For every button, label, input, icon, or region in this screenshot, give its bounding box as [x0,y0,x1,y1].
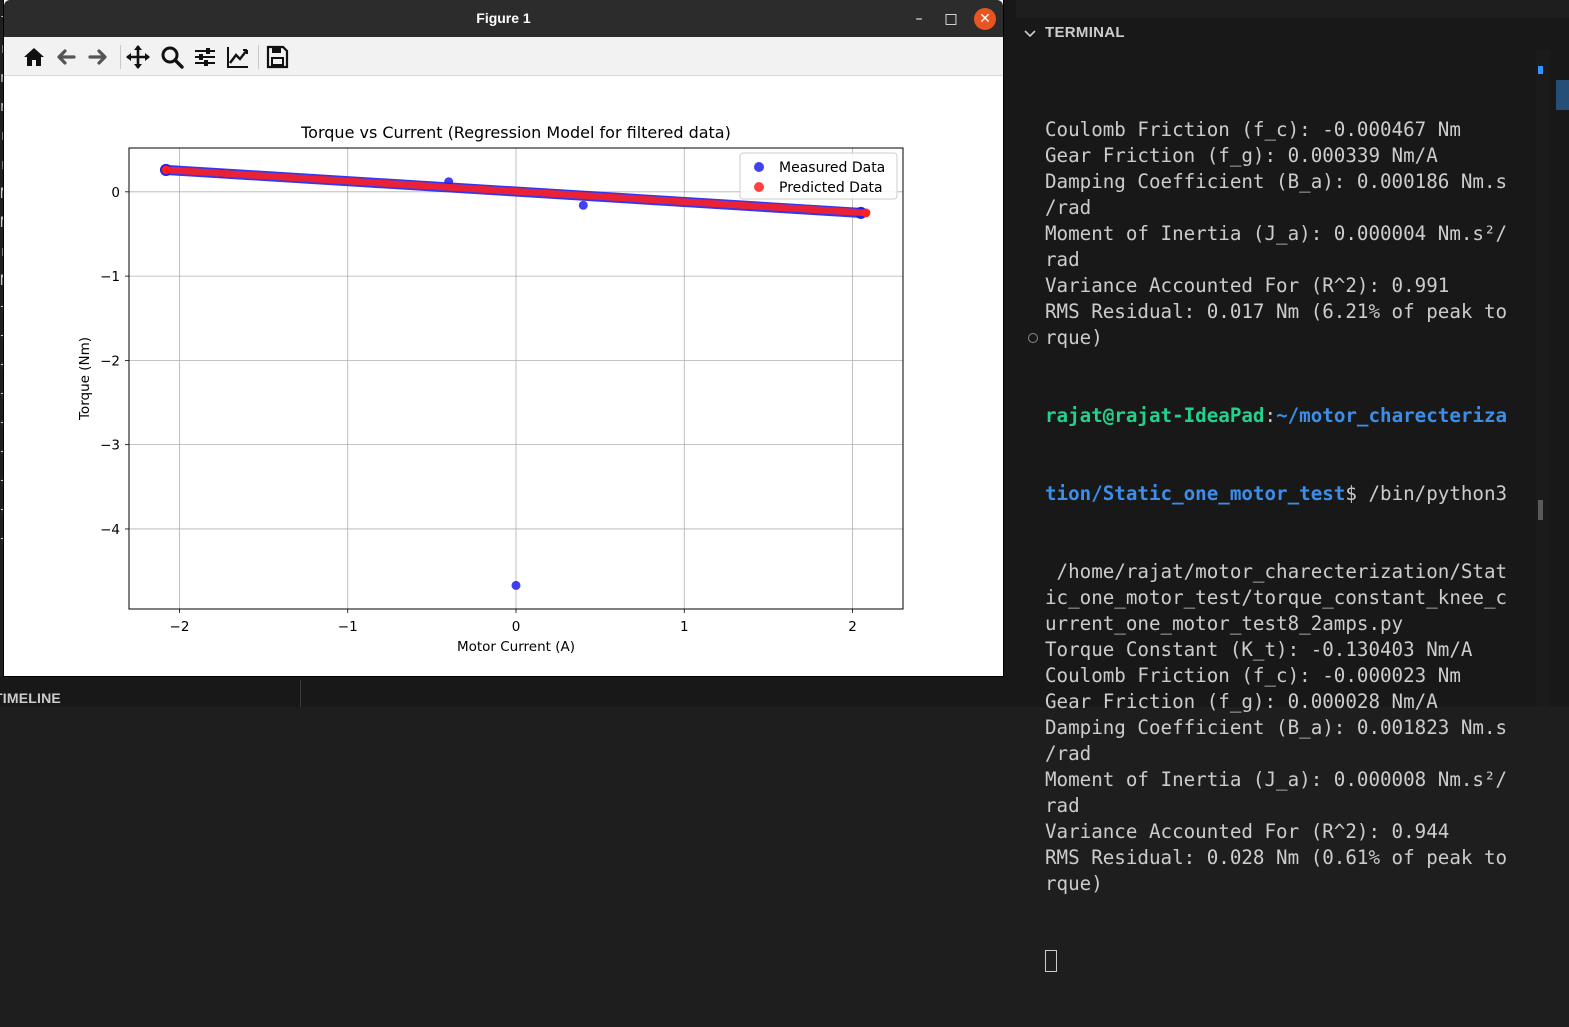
x-tick-label: 0 [512,619,521,635]
terminal-line: /rad [1045,196,1092,219]
panel-divider [300,680,301,707]
terminal-line: RMS Residual: 0.028 Nm (0.61% of peak to [1045,846,1508,869]
terminal-line: Coulomb Friction (f_c): -0.000467 Nm [1045,118,1461,141]
measured-data-point [578,200,588,210]
chart-legend: Measured Data Predicted Data [739,152,898,200]
minimize-button[interactable]: – [915,11,923,27]
terminal-line: rque) [1045,872,1103,895]
window-titlebar[interactable]: Figure 1 – □ ✕ [4,0,1003,37]
prompt-user: rajat@rajat-IdeaPad [1045,404,1265,427]
toolbar-separator [120,45,121,69]
x-tick-label: 1 [680,619,689,635]
matplotlib-figure-window: Figure 1 – □ ✕ [4,0,1003,676]
y-tick-label: 0 [111,185,120,201]
forward-arrow-icon [88,49,107,65]
save-disk-icon [266,45,289,69]
zoom-magnifier-icon [161,46,184,69]
save-button[interactable] [263,43,291,71]
close-button[interactable]: ✕ [974,8,996,30]
edit-axes-icon [227,47,248,68]
back-arrow-icon [57,49,76,65]
terminal-line: rad [1045,248,1080,271]
terminal-cursor [1045,950,1057,972]
command-decoration-icon[interactable] [1028,333,1038,343]
terminal-line: RMS Residual: 0.017 Nm (6.21% of peak to [1045,300,1508,323]
y-tick-label: −4 [100,522,120,538]
edit-axes-button[interactable] [224,43,252,71]
editor-bottom-panel [0,676,1015,707]
maximize-button[interactable]: □ [944,11,958,27]
terminal-line: rque) [1045,326,1103,349]
terminal-line: Torque Constant (K_t): -0.130403 Nm/A [1045,638,1473,661]
predicted-band-end [861,208,871,218]
scrollbar-marker [1538,66,1543,74]
window-title: Figure 1 [476,10,531,26]
subplots-config-icon [195,48,215,66]
y-tick-label: −1 [100,269,120,285]
zoom-button[interactable] [158,43,186,71]
legend-label-predicted: Predicted Data [779,180,883,196]
terminal-prompt-line: rajat@rajat-IdeaPad:~/motor_charecteriza [1045,403,1535,429]
terminal-line: Gear Friction (f_g): 0.000339 Nm/A [1045,144,1438,167]
terminal-line: urrent_one_motor_test8_2amps.py [1045,612,1404,635]
legend-marker-measured [754,162,764,172]
home-icon [24,48,44,66]
toolbar-separator [258,45,259,69]
scrollbar-thumb[interactable] [1538,500,1543,520]
pan-button[interactable] [124,43,152,71]
figure-toolbar [4,37,1003,76]
y-axis-label: Torque (Nm) [77,337,93,421]
subplots-button[interactable] [191,43,219,71]
prompt-path: ~/motor_charecteriza [1276,404,1508,427]
terminal-header[interactable]: TERMINAL [1016,18,1569,48]
y-tick-label: −3 [100,438,120,454]
terminal-line: rad [1045,794,1080,817]
torque-vs-current-chart: −2 −1 0 1 2 0 −1 −2 −3 −4 Torque vs Current (Regr… [77,123,904,655]
legend-label-measured: Measured Data [779,160,885,176]
predicted-data-band [166,166,866,217]
terminal-title: TERMINAL [1045,24,1125,41]
x-tick-label: −1 [338,619,358,635]
back-button[interactable] [52,43,80,71]
forward-button[interactable] [84,43,112,71]
prompt-command: $ /bin/python3 [1345,482,1508,505]
prompt-separator: : [1264,404,1277,427]
panel-gap [1004,0,1016,707]
timeline-section-header[interactable]: TIMELINE [0,690,61,706]
predicted-band-end [161,165,171,175]
terminal-line: Coulomb Friction (f_c): -0.000023 Nm [1045,664,1461,687]
terminal-line: ic_one_motor_test/torque_constant_knee_c [1045,586,1508,609]
terminal-line: Damping Coefficient (B_a): 0.000186 Nm.s [1045,170,1508,193]
chevron-down-icon[interactable] [1022,26,1038,42]
terminal-prompt-line: tion/Static_one_motor_test$ /bin/python3 [1045,481,1535,507]
terminal-line: /rad [1045,742,1092,765]
terminal-cursor-line [1045,949,1535,975]
x-tick-label: −2 [170,619,190,635]
terminal-line: Damping Coefficient (B_a): 0.001823 Nm.s [1045,716,1508,739]
terminal-line: /home/rajat/motor_charecterization/Stat [1045,560,1508,583]
chart-title: Torque vs Current (Regression Model for … [300,123,731,142]
prompt-path-cont: tion/Static_one_motor_test [1045,482,1346,505]
side-scroll-indicator [1556,80,1569,110]
legend-marker-predicted [754,182,764,192]
terminal-line: Variance Accounted For (R^2): 0.944 [1045,820,1450,843]
legend-box [739,152,898,200]
pan-move-icon [126,45,150,69]
terminal-line: Gear Friction (f_g): 0.000028 Nm/A [1045,690,1438,713]
x-axis-label: Motor Current (A) [457,639,575,655]
terminal-line: Moment of Inertia (J_a): 0.000004 Nm.s²/ [1045,222,1508,245]
y-tick-label: −2 [100,353,120,369]
home-button[interactable] [20,43,48,71]
figure-canvas[interactable]: −2 −1 0 1 2 0 −1 −2 −3 −4 Torque vs Current (Regr… [4,76,1003,676]
terminal-scrollbar[interactable] [1536,50,1550,707]
measured-data-point [511,580,521,590]
x-tick-label: 2 [848,619,857,635]
terminal-line: Variance Accounted For (R^2): 0.991 [1045,274,1450,297]
terminal-output[interactable]: Coulomb Friction (f_c): -0.000467 Nm Gear… [1045,65,1535,1027]
terminal-line: Moment of Inertia (J_a): 0.000008 Nm.s²/ [1045,768,1508,791]
terminal-panel: TERMINAL Coulomb Friction (f_c): -0.0004… [1016,18,1569,972]
